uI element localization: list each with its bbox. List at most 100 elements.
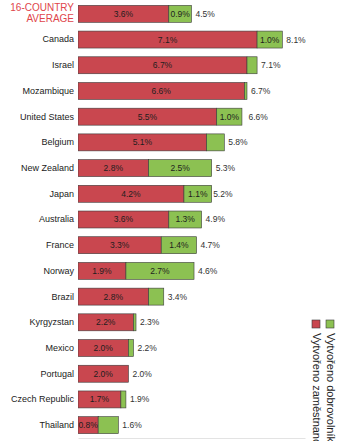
tick-label: Canada [42, 34, 74, 44]
bar-segment [78, 108, 217, 125]
total-label: 5.3% [216, 163, 236, 173]
bars [78, 5, 282, 433]
y-axis: 16-COUNTRYAVERAGE Canada Israel Mozambique U… [10, 2, 78, 439]
tick-label: 16-COUNTRYAVERAGE [10, 2, 74, 24]
bar-segment [78, 417, 98, 434]
bar-segment [247, 57, 257, 74]
bar-segment [78, 57, 247, 74]
data-label: 0.9% [170, 9, 190, 19]
data-label: 5.5% [138, 112, 158, 122]
tick: Japan [49, 189, 78, 199]
tick-label: Portugal [40, 369, 74, 379]
data-label: 2.5% [170, 163, 190, 173]
legend: Vytvořeno zaměstnanciVytvořeno dobrovoln… [311, 320, 337, 441]
data-label: 7.1% [158, 35, 178, 45]
total-label: 4.6% [198, 266, 218, 276]
tick-label: Israel [52, 60, 74, 70]
data-label: 1.1% [188, 189, 208, 199]
tick: Belgium [41, 137, 78, 147]
data-label: 3.6% [114, 214, 134, 224]
bar-segment [133, 314, 136, 331]
bar-segment [98, 417, 118, 434]
legend-swatch [312, 320, 320, 328]
bar-segment [78, 262, 126, 279]
total-label: 2.3% [140, 317, 160, 327]
bar-segment [207, 134, 225, 151]
tick-label: Mexico [45, 343, 74, 353]
tick-label: Japan [49, 189, 74, 199]
total-label: 6.7% [251, 86, 271, 96]
data-label: 1.7% [90, 394, 110, 404]
legend-item: Vytvořeno dobrovolníky [325, 320, 337, 441]
bar-segment [78, 185, 184, 202]
x-axis [79, 438, 306, 439]
bar-segment [257, 31, 282, 48]
data-label: 1.4% [169, 240, 189, 250]
bar-segment [78, 160, 149, 177]
bar-segment [78, 288, 149, 305]
tick-label: Kyrgyzstan [29, 317, 74, 327]
tick-label: New Zealand [21, 163, 74, 173]
tick: Brazil [51, 291, 78, 301]
tick-label: Belgium [41, 137, 74, 147]
total-label: 4.9% [206, 214, 226, 224]
tick-label: Thailand [39, 420, 74, 430]
tick: Kyrgyzstan [29, 317, 78, 327]
data-labels: 3.6%7.1%6.7%6.6%5.5%5.1%2.8%4.2%3.6%3.3%… [78, 9, 306, 430]
bar-segment [78, 365, 128, 382]
tick: Israel [52, 60, 78, 70]
bar-segment [169, 211, 202, 228]
total-label: 6.6% [248, 112, 268, 122]
total-label: 3.4% [168, 292, 188, 302]
data-label: 3.6% [114, 9, 134, 19]
total-label: 5.2% [213, 189, 233, 199]
bar-segment [78, 340, 128, 357]
total-label: 2.0% [132, 369, 152, 379]
data-label: 2.8% [104, 292, 124, 302]
data-label: 6.6% [152, 86, 172, 96]
total-label: 8.1% [286, 35, 306, 45]
tick-label: France [46, 240, 74, 250]
axis-line [78, 2, 79, 439]
total-label: 2.2% [137, 343, 157, 353]
tick: Canada [42, 34, 78, 44]
bar-segment [244, 82, 247, 99]
tick: United States [20, 112, 78, 122]
total-label: 4.7% [201, 240, 221, 250]
tick-label: United States [20, 112, 75, 122]
tick: Czech Republic [11, 394, 78, 404]
legend-item: Vytvořeno zaměstnanci [311, 320, 323, 441]
tick-label: Mozambique [22, 86, 74, 96]
bar-segment [78, 134, 207, 151]
bar-segment [217, 108, 242, 125]
bar-segment [128, 365, 129, 382]
data-label: 2.0% [94, 343, 114, 353]
bar-segment [78, 211, 169, 228]
bar-segment [149, 288, 164, 305]
bar-segment [121, 391, 126, 408]
tick: Mozambique [22, 86, 78, 96]
bar-segment [78, 82, 244, 99]
bar-segment [126, 262, 194, 279]
tick: 16-COUNTRYAVERAGE [10, 2, 78, 24]
bar-segment [78, 314, 133, 331]
tick: Mexico [45, 343, 78, 353]
bar-segment [184, 185, 212, 202]
bar-segment [78, 31, 257, 48]
total-label: 1.6% [122, 420, 142, 430]
tick: Portugal [40, 369, 78, 379]
bar-segment [78, 5, 169, 22]
data-label: 5.1% [133, 137, 153, 147]
chart: 3.6%7.1%6.7%6.6%5.5%5.1%2.8%4.2%3.6%3.3%… [0, 0, 344, 441]
tick-label: Norway [43, 266, 74, 276]
legend-swatch [326, 320, 334, 328]
data-label: 2.2% [96, 317, 116, 327]
data-label: 3.3% [110, 240, 130, 250]
data-label: 2.8% [104, 163, 124, 173]
data-label: 1.0% [260, 35, 280, 45]
tick-label: Czech Republic [11, 394, 75, 404]
plot: 3.6%7.1%6.7%6.6%5.5%5.1%2.8%4.2%3.6%3.3%… [10, 2, 306, 439]
bar-segment [161, 237, 196, 254]
tick: France [46, 240, 78, 250]
tick: Norway [43, 266, 78, 276]
